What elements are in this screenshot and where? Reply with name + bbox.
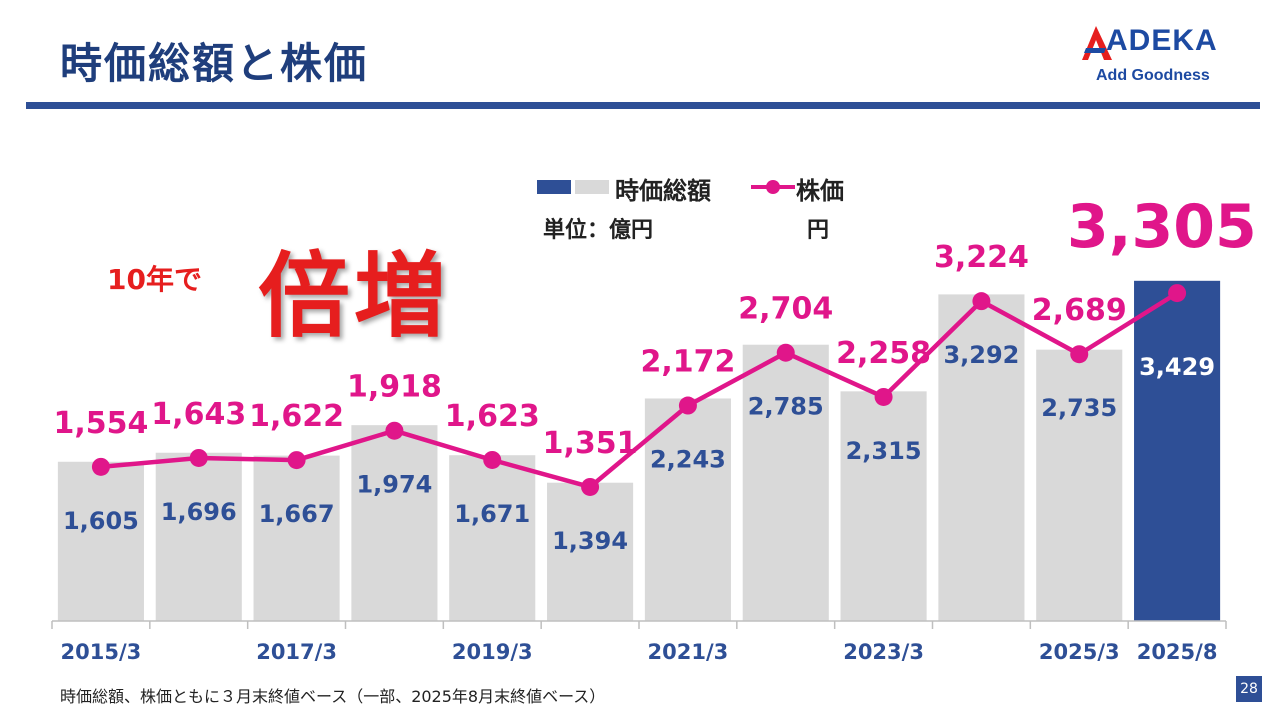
legend-bar-unit: 単位：億円 [543,218,654,243]
adeka-logo-mark-icon [1082,26,1112,60]
x-tick-label: 2017/3 [256,640,337,664]
stock-price-point [776,343,795,362]
stock-price-label: 1,918 [347,370,442,405]
stock-price-point [678,396,697,415]
stock-price-point [1070,345,1089,364]
slide-title: 時価総額と株価 [60,39,369,88]
bar [1036,349,1123,621]
emphasis-caption: 10年で [107,263,202,296]
stock-price-point [287,451,306,470]
stock-price-point [972,292,991,311]
stock-price-label: 1,351 [543,426,638,461]
bar [938,294,1025,621]
x-tick-label: 2019/3 [452,640,533,664]
bar [253,455,340,621]
stock-price-point [1168,284,1187,303]
stock-price-point [91,457,110,476]
legend-line-swatch [751,180,795,194]
x-tick-label: 2025/3 [1039,640,1120,664]
bar-value-label: 2,315 [846,437,922,465]
stock-price-label: 3,224 [934,240,1029,275]
x-tick-label: 2015/3 [61,640,142,664]
stock-price-point [385,421,404,440]
stock-price-point [189,448,208,467]
stock-price-line [100,291,1179,490]
latest-stock-price: 3,305 [1067,192,1257,262]
logo-wordmark: ADEKA [1106,24,1218,57]
bar [644,398,731,621]
legend-bar-label: 時価総額 [615,177,711,205]
bar [742,344,829,621]
bar-value-label: 3,292 [943,341,1019,369]
bar [1134,280,1221,621]
bar [57,461,144,621]
emphasis-headline: 倍増 [258,243,451,350]
stock-price-label: 2,172 [640,345,735,380]
stock-price-label: 1,622 [249,399,344,434]
legend-line-unit: 円 [807,218,830,243]
x-tick-label: 2023/3 [843,640,924,664]
title-divider [26,102,1260,109]
bar [840,391,927,621]
stock-price-label: 2,704 [738,292,833,327]
adeka-logo: ADEKA Add Goodness [1082,22,1252,92]
bar [449,455,536,621]
bar-value-label: 1,671 [454,500,530,528]
bar-value-label: 2,785 [748,393,824,421]
stock-price-point [874,387,893,406]
stock-price-point [581,477,600,496]
bar-value-label: 1,605 [63,507,139,535]
bar [547,482,634,621]
bar [155,452,242,621]
page-number: 28 [1236,676,1262,702]
stock-price-label: 1,554 [53,406,148,441]
x-tick-label: 2025/8 [1137,640,1218,664]
bar-value-label: 2,735 [1041,394,1117,422]
bar-value-label: 1,667 [259,500,335,528]
legend-line-label: 株価 [796,177,844,205]
stock-price-point [483,450,502,469]
stock-price-label: 1,643 [151,397,246,432]
stock-price-label: 1,623 [445,399,540,434]
legend-bar-highlight-swatch [537,180,571,194]
logo-tagline: Add Goodness [1096,67,1210,84]
bar-value-label: 1,394 [552,527,628,555]
stock-price-label: 2,689 [1032,293,1127,328]
bar-value-label: 1,974 [356,471,432,499]
bar-value-label: 1,696 [161,498,237,526]
bar-value-label: 2,243 [650,446,726,474]
bar [351,425,438,621]
legend-bar-swatch [575,180,609,194]
stock-price-label: 2,258 [836,336,931,371]
bar-value-label: 3,429 [1139,353,1215,381]
footnote: 時価総額、株価ともに３月末終値ベース（一部、2025年8月末終値ベース） [60,687,606,706]
x-tick-label: 2021/3 [648,640,729,664]
